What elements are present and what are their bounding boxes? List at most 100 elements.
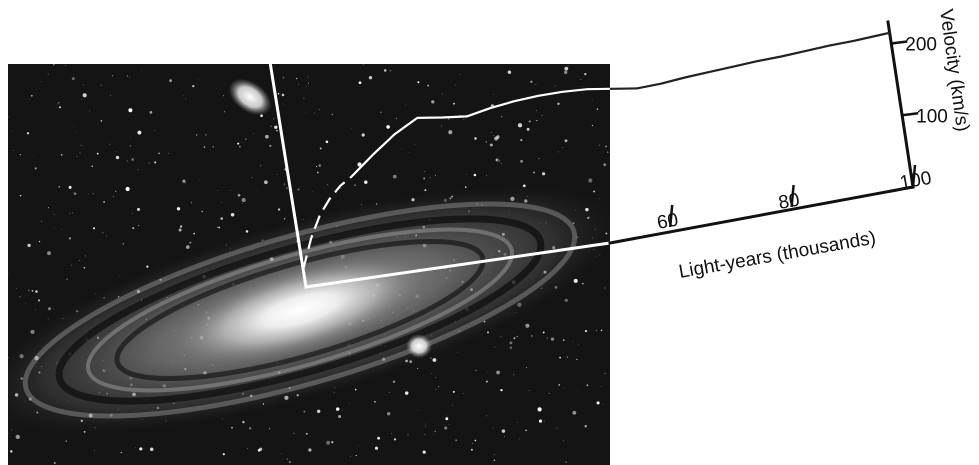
star <box>598 144 600 146</box>
star <box>528 120 531 123</box>
star <box>239 146 241 148</box>
star <box>218 226 221 229</box>
star <box>374 400 376 403</box>
star <box>349 402 351 404</box>
star <box>76 156 78 157</box>
companion-galaxy-lower <box>406 334 432 358</box>
star <box>220 201 222 203</box>
star <box>222 453 225 456</box>
frame-bottom-line-on-photo <box>304 241 612 289</box>
star <box>525 323 530 328</box>
star <box>245 230 249 233</box>
star <box>543 420 545 422</box>
star <box>520 159 523 163</box>
star <box>516 422 518 424</box>
star <box>528 389 530 391</box>
star <box>69 213 71 214</box>
star <box>577 344 579 345</box>
star <box>38 240 41 243</box>
star <box>158 152 160 155</box>
star <box>105 235 107 237</box>
star <box>308 448 312 452</box>
y-tick-mark <box>901 112 919 117</box>
star <box>427 84 430 87</box>
star <box>451 404 453 406</box>
star <box>311 191 313 193</box>
star <box>122 243 124 245</box>
star <box>317 409 321 413</box>
star <box>31 289 34 292</box>
star <box>47 307 52 311</box>
star <box>138 225 140 227</box>
star <box>395 117 397 119</box>
star <box>417 409 419 411</box>
star <box>596 401 600 405</box>
star <box>83 266 86 269</box>
star <box>303 97 305 99</box>
star <box>269 145 271 147</box>
star <box>391 433 392 435</box>
star <box>457 351 458 353</box>
star <box>115 190 117 192</box>
star <box>137 130 142 135</box>
star <box>19 194 22 197</box>
star <box>442 93 444 95</box>
star <box>76 132 77 134</box>
star <box>88 193 89 195</box>
star <box>584 72 587 76</box>
star <box>16 288 18 289</box>
star <box>316 171 319 174</box>
star <box>60 154 63 156</box>
star <box>386 125 390 129</box>
star <box>424 423 426 425</box>
star <box>293 432 295 434</box>
star <box>548 393 550 395</box>
star <box>434 430 436 432</box>
star <box>471 442 473 444</box>
star <box>53 461 56 464</box>
star <box>186 245 190 249</box>
star <box>136 207 141 211</box>
star <box>383 69 387 72</box>
star <box>432 358 437 362</box>
star <box>73 192 74 193</box>
star <box>112 196 114 197</box>
star <box>25 302 27 304</box>
star <box>464 186 467 188</box>
star <box>92 227 96 230</box>
star <box>68 185 72 189</box>
star <box>333 391 335 393</box>
star <box>535 84 537 85</box>
star <box>189 241 192 244</box>
star <box>475 369 477 371</box>
star <box>80 144 82 146</box>
star <box>393 438 397 441</box>
star <box>178 228 182 232</box>
star <box>68 237 72 240</box>
galaxy-disk <box>8 185 610 435</box>
star <box>96 152 99 155</box>
star <box>361 133 365 137</box>
star <box>11 429 13 431</box>
star <box>27 289 30 292</box>
star <box>313 112 315 114</box>
rotation-curve <box>302 31 890 270</box>
star <box>47 207 50 209</box>
star <box>424 434 426 435</box>
star <box>307 82 310 84</box>
star <box>600 385 602 387</box>
star <box>596 402 598 404</box>
star <box>201 210 203 213</box>
star <box>130 137 131 139</box>
star <box>496 370 500 375</box>
star <box>222 95 224 97</box>
star <box>546 337 548 339</box>
star <box>70 264 72 266</box>
star <box>230 189 231 191</box>
star <box>54 214 55 216</box>
star <box>606 151 609 154</box>
star <box>338 415 342 418</box>
star <box>517 123 523 128</box>
star <box>283 103 285 105</box>
star <box>78 259 80 261</box>
